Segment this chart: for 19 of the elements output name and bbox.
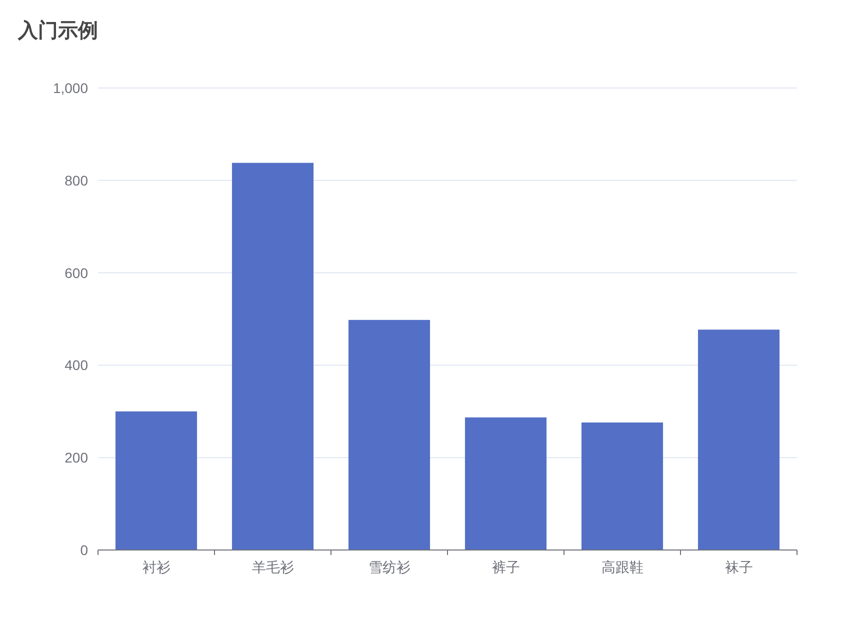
y-tick-label: 600: [64, 264, 88, 281]
bar: [581, 422, 664, 550]
chart-title: 入门示例: [17, 19, 98, 42]
bar: [115, 411, 198, 550]
bar: [348, 320, 430, 550]
x-tick-label: 羊毛衫: [252, 559, 294, 575]
x-tick-label: 雪纺衫: [368, 559, 410, 575]
y-tick-label: 0: [80, 542, 88, 558]
bar: [698, 330, 780, 550]
bar: [232, 162, 314, 550]
x-tick-label: 袜子: [724, 559, 753, 575]
y-tick-label: 800: [64, 172, 88, 188]
y-tick-label: 1,000: [52, 80, 88, 96]
x-tick-label: 高跟鞋: [601, 559, 644, 575]
y-tick-label: 200: [64, 450, 88, 466]
bar: [464, 417, 547, 550]
y-tick-label: 400: [64, 357, 88, 374]
x-tick-label: 裤子: [492, 559, 520, 575]
x-tick-label: 衬衫: [142, 559, 170, 575]
